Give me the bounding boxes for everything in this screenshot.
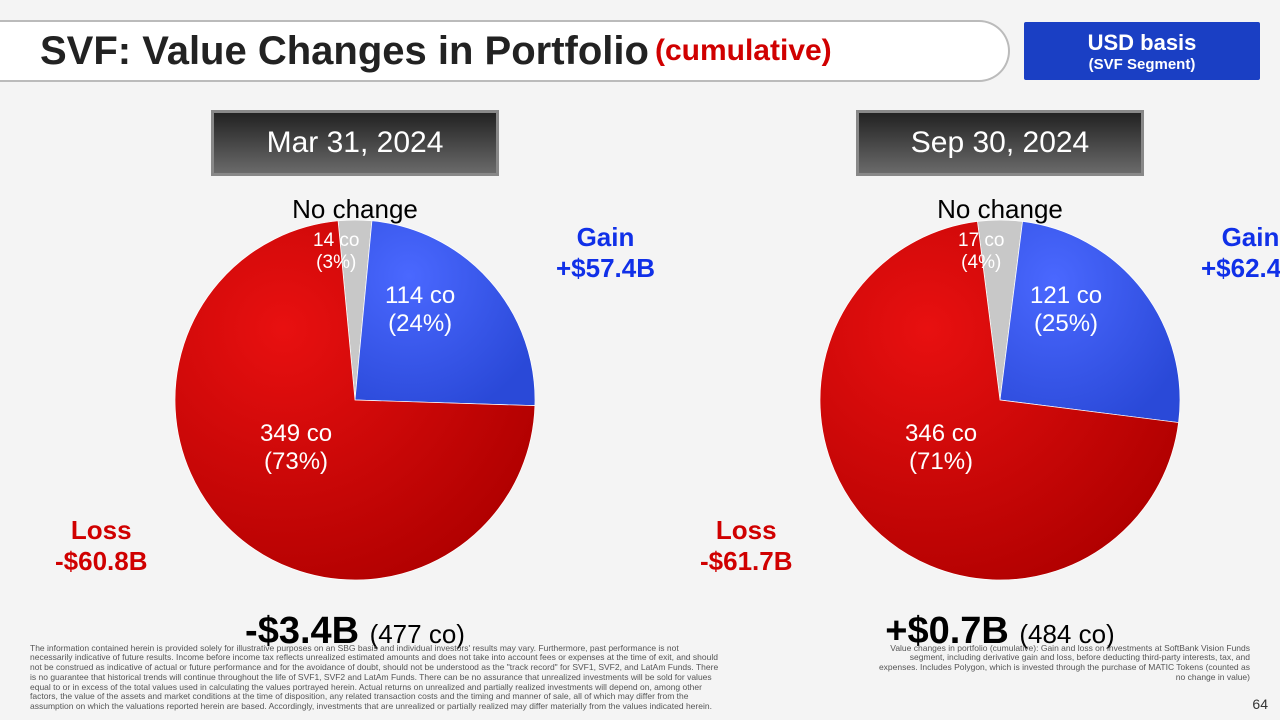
loss-value: -$60.8B [55,546,148,576]
slide-title-pill: SVF: Value Changes in Portfolio (cumulat… [0,20,1010,82]
page-number: 64 [1252,696,1268,712]
date-badge: Mar 31, 2024 [211,110,499,176]
gain-word: Gain [577,222,635,252]
gain-slice-label: 121 co(25%) [1030,282,1102,337]
gain-slice-label: 114 co(24%) [385,282,455,337]
loss-label: Loss -$61.7B [700,515,793,577]
gain-word: Gain [1222,222,1280,252]
loss-slice-label: 346 co(71%) [905,420,977,475]
basis-line1: USD basis [1024,30,1260,56]
pie-chart: 14 co(3%) 114 co(24%) 349 co(73%) [175,220,535,580]
loss-value: -$61.7B [700,546,793,576]
disclaimer-left: The information contained herein is prov… [30,644,720,712]
chart-panel-sep: Sep 30, 2024 No change Gain +$62.4B Loss… [700,100,1280,655]
loss-label: Loss -$60.8B [55,515,148,577]
date-badge: Sep 30, 2024 [856,110,1144,176]
nochange-slice-label: 17 co(4%) [958,230,1004,274]
gain-label: Gain +$62.4B [1201,222,1280,284]
nochange-slice-label: 14 co(3%) [313,230,359,274]
loss-slice-label: 349 co(73%) [260,420,332,475]
slide-title: SVF: Value Changes in Portfolio [40,29,649,74]
gain-value: +$62.4B [1201,253,1280,283]
basis-badge: USD basis (SVF Segment) [1024,22,1260,80]
basis-line2: (SVF Segment) [1024,56,1260,73]
slide-title-sub: (cumulative) [655,34,832,68]
disclaimer: The information contained herein is prov… [30,644,1250,712]
chart-panel-mar: Mar 31, 2024 No change Gain +$57.4B Loss… [55,100,655,655]
disclaimer-right: Value changes in portfolio (cumulative):… [870,644,1250,683]
pie-chart: 17 co(4%) 121 co(25%) 346 co(71%) [820,220,1180,580]
gain-value: +$57.4B [556,253,655,283]
gain-label: Gain +$57.4B [556,222,655,284]
loss-word: Loss [716,515,777,545]
loss-word: Loss [71,515,132,545]
